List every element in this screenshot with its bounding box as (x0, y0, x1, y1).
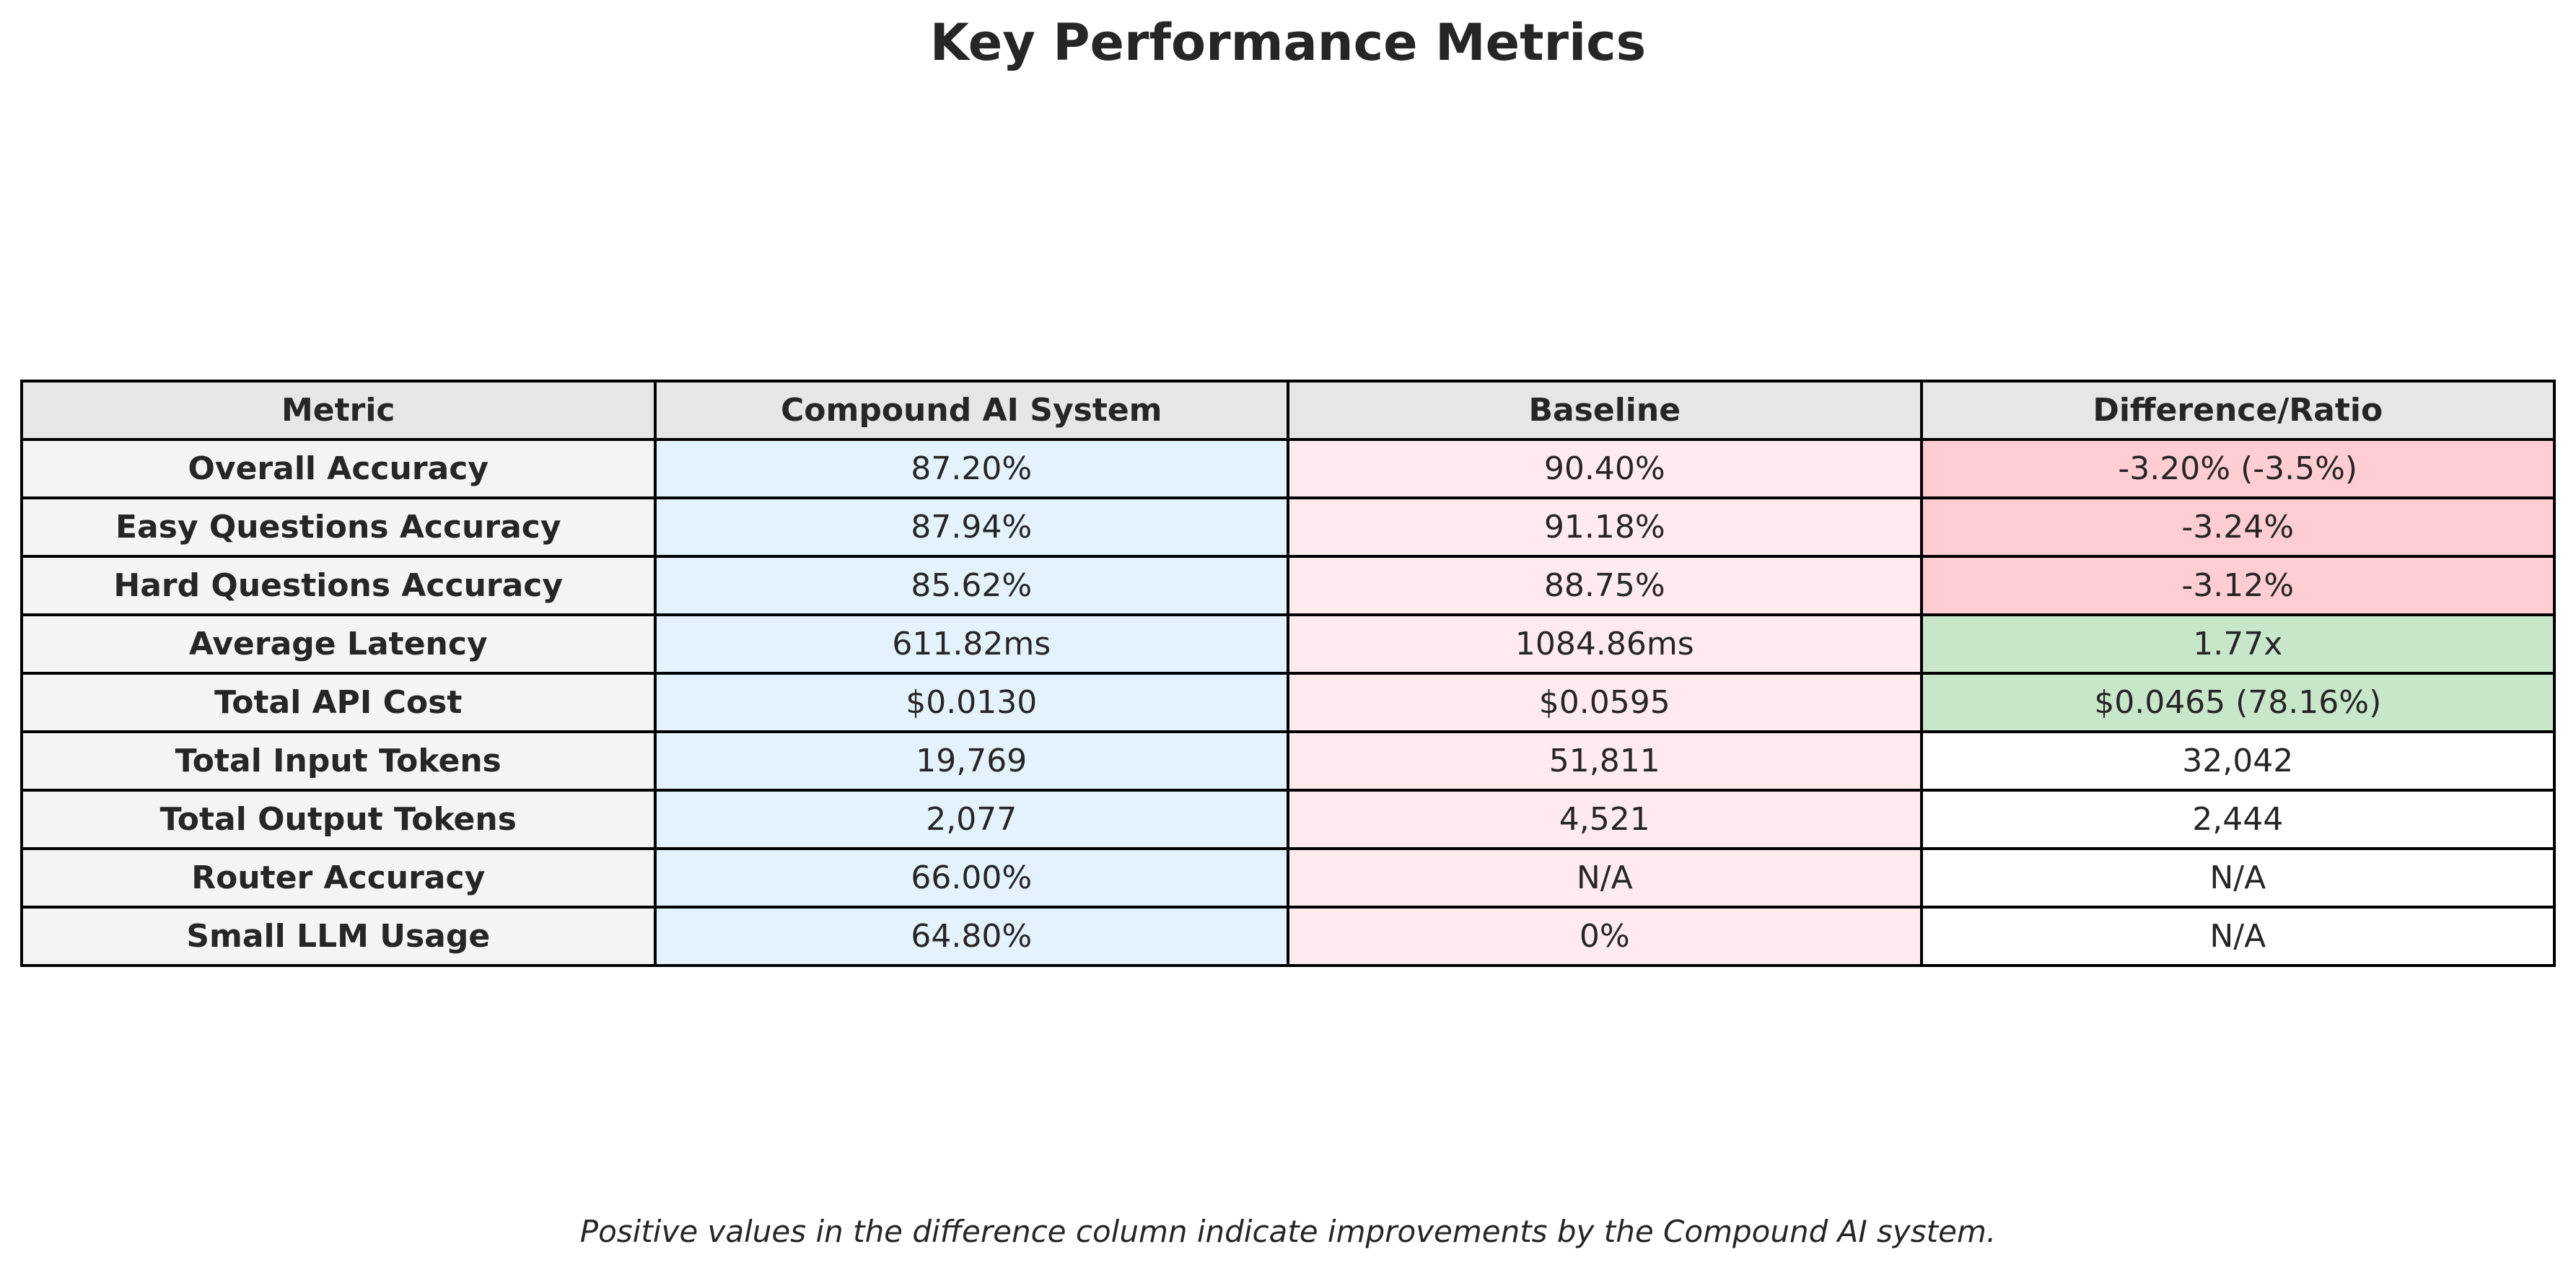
baseline-value-cell: $0.0595 (1287, 672, 1923, 733)
chart-title: Key Performance Metrics (929, 13, 1647, 72)
baseline-value-cell: 4,521 (1287, 789, 1923, 850)
compound-value-cell: 87.20% (653, 438, 1289, 499)
compound-value-cell: 19,769 (653, 730, 1289, 792)
table-body: Overall Accuracy 87.20% 90.40% -3.20% (-3.5… (20, 438, 2556, 967)
baseline-value-cell: 90.40% (1287, 438, 1923, 499)
compound-value-cell: 87.94% (653, 496, 1289, 558)
difference-value-cell: $0.0465 (78.16%) (1919, 672, 2556, 733)
table-row: Small LLM Usage 64.80% 0% N/A (20, 906, 2556, 967)
baseline-value-cell: 88.75% (1287, 555, 1923, 616)
metric-cell: Router Accuracy (20, 847, 657, 909)
table-row: Hard Questions Accuracy 85.62% 88.75% -3.12… (20, 555, 2556, 616)
table-row: Easy Questions Accuracy 87.94% 91.18% -3.24… (20, 496, 2556, 558)
column-header-compound: Compound AI System (653, 380, 1289, 441)
metric-cell: Easy Questions Accuracy (20, 496, 657, 558)
baseline-value-cell: 51,811 (1287, 730, 1923, 792)
metrics-table-container: Metric Compound AI System Baseline Diffe… (20, 380, 2556, 967)
baseline-value-cell: 0% (1287, 906, 1923, 967)
table-row: Total API Cost $0.0130 $0.0595 $0.0465 (78.… (20, 672, 2556, 733)
table-row: Average Latency 611.82ms 1084.86ms 1.77x (20, 613, 2556, 675)
metrics-table: Metric Compound AI System Baseline Diffe… (20, 380, 2556, 967)
difference-value-cell: -3.20% (-3.5%) (1919, 438, 2556, 499)
compound-value-cell: 66.00% (653, 847, 1289, 909)
difference-value-cell: N/A (1919, 906, 2556, 967)
baseline-value-cell: N/A (1287, 847, 1923, 909)
compound-value-cell: 64.80% (653, 906, 1289, 967)
metric-cell: Total Output Tokens (20, 789, 657, 850)
difference-value-cell: 2,444 (1919, 789, 2556, 850)
baseline-value-cell: 1084.86ms (1287, 613, 1923, 675)
table-row: Total Output Tokens 2,077 4,521 2,444 (20, 789, 2556, 850)
table-header: Metric Compound AI System Baseline Diffe… (20, 380, 2556, 441)
table-row: Router Accuracy 66.00% N/A N/A (20, 847, 2556, 909)
header-row: Metric Compound AI System Baseline Diffe… (20, 380, 2556, 441)
metric-cell: Total Input Tokens (20, 730, 657, 792)
column-header-baseline: Baseline (1287, 380, 1923, 441)
footnote: Positive values in the difference column… (579, 1214, 1997, 1249)
difference-value-cell: 1.77x (1919, 613, 2556, 675)
compound-value-cell: 611.82ms (653, 613, 1289, 675)
metric-cell: Total API Cost (20, 672, 657, 733)
metric-cell: Average Latency (20, 613, 657, 675)
difference-value-cell: -3.12% (1919, 555, 2556, 616)
compound-value-cell: 85.62% (653, 555, 1289, 616)
difference-value-cell: -3.24% (1919, 496, 2556, 558)
table-row: Overall Accuracy 87.20% 90.40% -3.20% (-3.5… (20, 438, 2556, 499)
metric-cell: Overall Accuracy (20, 438, 657, 499)
compound-value-cell: 2,077 (653, 789, 1289, 850)
compound-value-cell: $0.0130 (653, 672, 1289, 733)
table-row: Total Input Tokens 19,769 51,811 32,042 (20, 730, 2556, 792)
column-header-metric: Metric (20, 380, 657, 441)
column-header-difference: Difference/Ratio (1919, 380, 2556, 441)
metric-cell: Hard Questions Accuracy (20, 555, 657, 616)
metric-cell: Small LLM Usage (20, 906, 657, 967)
difference-value-cell: 32,042 (1919, 730, 2556, 792)
baseline-value-cell: 91.18% (1287, 496, 1923, 558)
difference-value-cell: N/A (1919, 847, 2556, 909)
